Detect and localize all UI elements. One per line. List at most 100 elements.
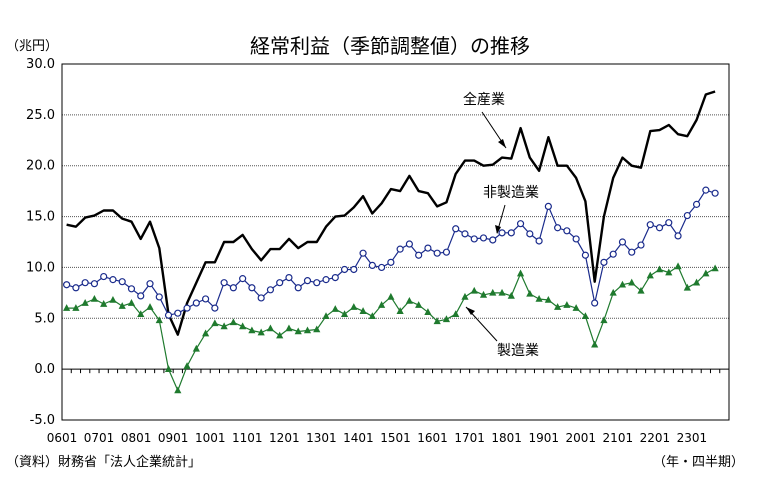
series-point-2 [517, 270, 524, 277]
series-point-1 [175, 310, 181, 316]
x-tick-label: 1501 [380, 431, 411, 445]
x-tick-label: 1801 [491, 431, 522, 445]
series-point-2 [128, 299, 135, 306]
label-non-manufacturing: 非製造業 [483, 185, 539, 201]
chart-title: 経常利益（季節調整値）の推移 [250, 34, 530, 58]
series-group [63, 92, 719, 394]
series-point-1 [471, 236, 477, 242]
x-tick-label: 0801 [121, 431, 152, 445]
series-point-1 [101, 274, 107, 280]
series-point-1 [490, 237, 496, 243]
series-point-1 [684, 213, 690, 219]
series-point-1 [147, 281, 153, 287]
series-point-1 [91, 281, 97, 287]
x-tick-label: 1101 [232, 431, 263, 445]
series-point-1 [425, 245, 431, 251]
series-point-1 [166, 312, 172, 318]
series-point-2 [628, 279, 635, 286]
series-point-1 [508, 230, 514, 236]
series-point-1 [138, 293, 144, 299]
y-tick-label: -5.0 [30, 413, 55, 428]
series-point-1 [249, 285, 255, 291]
series-point-2 [702, 270, 709, 277]
label-manufacturing: 製造業 [497, 343, 539, 359]
series-point-1 [203, 296, 209, 302]
y-tick-label: 0.0 [34, 362, 55, 377]
y-axis-unit: （兆円） [6, 39, 58, 54]
series-point-2 [674, 262, 681, 269]
series-point-2 [165, 365, 172, 372]
series-point-1 [184, 305, 190, 311]
series-point-1 [694, 201, 700, 207]
series-point-2 [498, 289, 505, 296]
series-point-1 [675, 233, 681, 239]
series-point-2 [211, 319, 218, 326]
series-point-1 [258, 295, 264, 301]
series-point-2 [461, 293, 468, 300]
series-point-2 [647, 272, 654, 279]
x-tick-label: 2201 [640, 431, 671, 445]
x-tick-label: 1301 [306, 431, 337, 445]
y-tick-label: 5.0 [34, 311, 55, 326]
series-point-1 [434, 250, 440, 256]
x-tick-label: 2101 [603, 431, 634, 445]
x-tick-label: 0601 [47, 431, 78, 445]
series-point-1 [406, 241, 412, 247]
source-note: （資料）財務省「法人企業統計」 [6, 454, 201, 470]
series-point-2 [267, 324, 274, 331]
series-point-1 [351, 266, 357, 272]
x-tick-label: 1601 [417, 431, 448, 445]
series-point-1 [638, 242, 644, 248]
series-point-2 [591, 341, 598, 348]
series-point-1 [240, 276, 246, 282]
x-tick-label: 1401 [343, 431, 374, 445]
series-point-1 [314, 280, 320, 286]
y-tick-label: 20.0 [26, 159, 55, 174]
series-point-2 [406, 297, 413, 304]
series-point-2 [471, 287, 478, 294]
series-point-1 [332, 275, 338, 281]
series-point-1 [666, 220, 672, 226]
series-point-1 [73, 285, 79, 291]
series-point-1 [323, 277, 329, 283]
series-point-2 [526, 290, 533, 297]
series-point-2 [332, 305, 339, 312]
series-point-1 [416, 252, 422, 258]
series-point-1 [712, 190, 718, 196]
series-point-1 [156, 294, 162, 300]
series-point-1 [369, 262, 375, 268]
series-point-1 [360, 250, 366, 256]
series-point-2 [183, 362, 190, 369]
series-point-1 [379, 264, 385, 270]
x-tick-label: 2301 [677, 431, 708, 445]
series-point-2 [600, 316, 607, 323]
series-point-1 [342, 266, 348, 272]
series-point-1 [193, 300, 199, 306]
series-point-1 [82, 280, 88, 286]
series-point-1 [657, 225, 663, 231]
series-point-2 [146, 303, 153, 310]
series-point-1 [610, 251, 616, 257]
series-point-2 [656, 265, 663, 272]
series-point-2 [489, 289, 496, 296]
series-point-1 [619, 239, 625, 245]
series-point-1 [397, 246, 403, 252]
x-tick-label: 1001 [195, 431, 226, 445]
y-tick-label: 25.0 [26, 108, 55, 123]
series-point-1 [64, 282, 70, 288]
series-point-2 [387, 293, 394, 300]
series-point-1 [545, 203, 551, 209]
series-point-1 [304, 278, 310, 284]
series-point-2 [193, 345, 200, 352]
series-point-2 [91, 295, 98, 302]
y-axis-ticks: 30.025.020.015.010.05.00.0-5.0 [26, 57, 55, 428]
series-point-2 [350, 303, 357, 310]
series-point-2 [109, 296, 116, 303]
series-point-1 [230, 285, 236, 291]
x-tick-label: 1901 [528, 431, 559, 445]
y-tick-label: 15.0 [26, 210, 55, 225]
series-point-1 [555, 225, 561, 231]
series-point-2 [563, 301, 570, 308]
series-point-1 [388, 259, 394, 265]
series-point-1 [536, 238, 542, 244]
